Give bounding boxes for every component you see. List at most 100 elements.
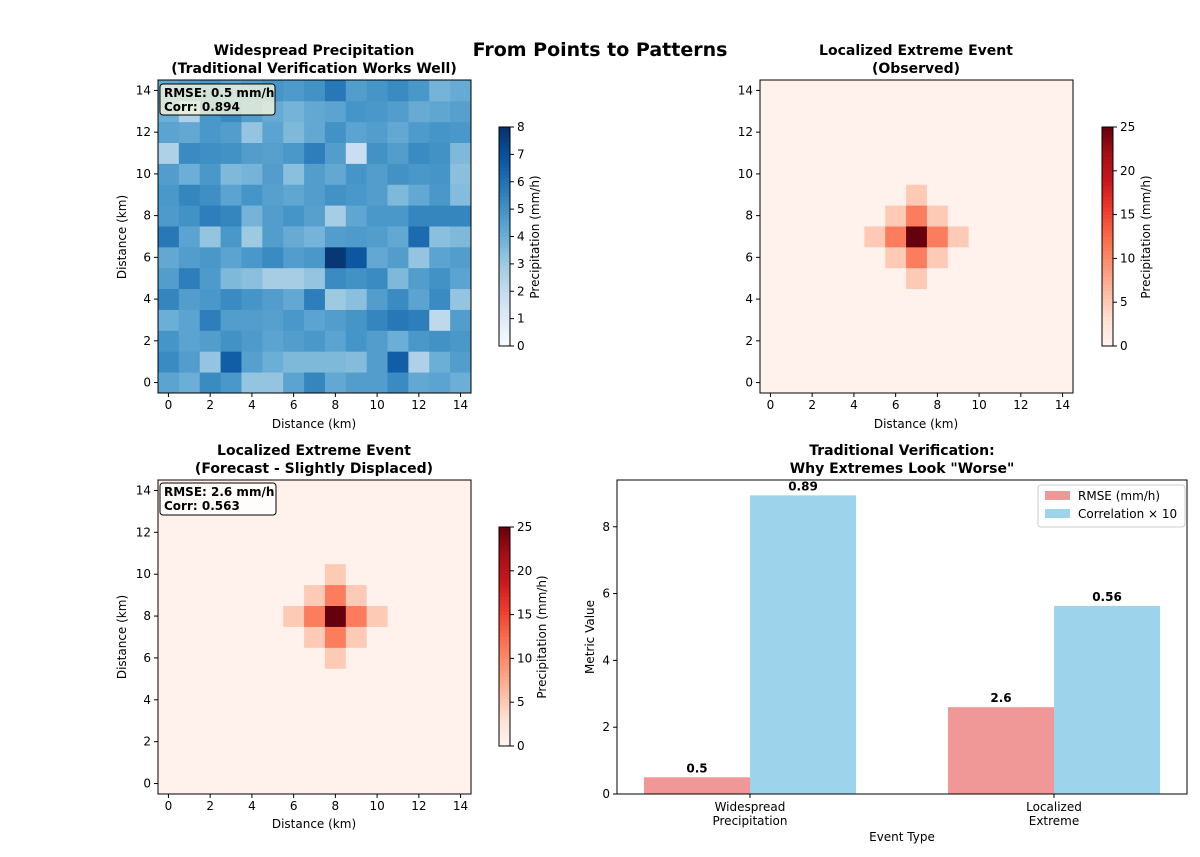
heatmap-cell xyxy=(241,205,263,227)
colorbar-segment xyxy=(499,221,510,226)
heatmap-cell xyxy=(885,226,907,248)
colorbar-segment xyxy=(499,287,510,292)
heatmap-cell xyxy=(304,184,326,206)
colorbar-segment xyxy=(499,196,510,201)
heatmap-cell xyxy=(199,521,221,544)
heatmap-cell xyxy=(366,480,388,502)
colorbar-segment xyxy=(1102,247,1113,252)
colorbar-segment xyxy=(1102,338,1113,343)
heatmap-cell xyxy=(1010,267,1032,290)
colorbar-segment xyxy=(499,625,510,630)
heatmap-cell xyxy=(345,267,368,290)
heatmap-cell xyxy=(387,500,409,523)
heatmap-cell xyxy=(906,184,928,206)
heatmap-cell xyxy=(262,309,284,331)
heatmap-cell xyxy=(345,330,368,352)
heatmap-cell xyxy=(968,372,990,394)
heatmap-cell xyxy=(262,351,284,373)
heatmap-cell xyxy=(801,288,823,310)
colorbar-label: Precipitation (mm/h) xyxy=(528,175,542,298)
heatmap-cell xyxy=(429,647,451,669)
heatmap-cell xyxy=(885,142,907,164)
heatmap-cell xyxy=(304,205,326,227)
heatmap-cell xyxy=(1052,121,1074,143)
heatmap-cell xyxy=(760,226,782,248)
heatmap-cell xyxy=(178,584,201,606)
colorbar-segment xyxy=(1102,221,1113,226)
heatmap-cell xyxy=(1031,288,1053,310)
heatmap-cell xyxy=(408,689,430,711)
heatmap-cell xyxy=(178,563,201,586)
heatmap-cell xyxy=(780,163,803,185)
heatmap-cell xyxy=(241,689,263,711)
heatmap-cell xyxy=(345,480,368,502)
heatmap-cell xyxy=(345,773,368,795)
colorbar-segment xyxy=(499,713,510,718)
colorbar-segment xyxy=(499,527,510,532)
heatmap-cell xyxy=(926,142,949,164)
heatmap-cell xyxy=(1052,288,1074,310)
heatmap-cell xyxy=(1031,121,1053,143)
colorbar-segment xyxy=(1102,134,1113,139)
heatmap-cell xyxy=(1010,288,1032,310)
heatmap-cell xyxy=(989,205,1011,227)
heatmap-cell xyxy=(822,163,844,185)
heatmap-cell xyxy=(366,563,388,586)
colorbar-segment xyxy=(499,676,510,681)
heatmap-cell xyxy=(241,246,263,269)
heatmap-cell xyxy=(760,80,782,102)
heatmap-cell xyxy=(926,309,949,331)
heatmap-cell xyxy=(324,731,347,753)
heatmap-cell xyxy=(158,605,180,627)
colorbar-segment xyxy=(1102,189,1113,194)
heatmap-cell xyxy=(408,163,430,185)
heatmap-cell xyxy=(366,80,388,102)
heatmap-cell xyxy=(324,80,347,102)
heatmap-cell xyxy=(885,100,907,123)
heatmap-cell xyxy=(1052,100,1074,123)
heatmap-cell xyxy=(1031,142,1053,164)
heatmap-cell xyxy=(429,309,451,331)
colorbar-segment xyxy=(1102,287,1113,292)
heatmap-cell xyxy=(885,246,907,269)
colorbar-segment xyxy=(499,148,510,153)
colorbar-segment xyxy=(499,291,510,296)
heatmap-cell xyxy=(366,605,388,627)
colorbar-segment xyxy=(1102,137,1113,142)
colorbar-segment xyxy=(499,632,510,637)
colorbar-segment xyxy=(1102,170,1113,175)
corr-annotation: Corr: 0.563 xyxy=(164,499,240,513)
heatmap-cell xyxy=(283,689,305,711)
heatmap-cell xyxy=(241,584,263,606)
heatmap-cell xyxy=(324,584,347,606)
colorbar-segment xyxy=(499,709,510,714)
heatmap-cell xyxy=(906,100,928,123)
colorbar-segment xyxy=(499,643,510,648)
colorbar-segment xyxy=(1102,174,1113,179)
heatmap-cell xyxy=(283,480,305,502)
heatmap-cell xyxy=(345,184,368,206)
heatmap-cell xyxy=(283,205,305,227)
axes-frame xyxy=(616,479,1188,795)
panel-title: Localized Extreme Event xyxy=(217,443,411,459)
colorbar-segment xyxy=(1102,305,1113,310)
heatmap-cell xyxy=(801,142,823,164)
heatmap-cell xyxy=(780,246,803,269)
panel-title: Widespread Precipitation xyxy=(214,43,415,59)
heatmap-cell xyxy=(906,309,928,331)
heatmap-cell xyxy=(283,226,305,248)
y-tick-label: 4 xyxy=(143,693,151,707)
heatmap-cell xyxy=(220,163,242,185)
heatmap-cell xyxy=(408,184,430,206)
heatmap-cell xyxy=(241,288,263,310)
heatmap-cell xyxy=(408,205,430,227)
heatmap-cell xyxy=(864,330,886,352)
legend-label-correlation: Correlation × 10 xyxy=(1078,507,1177,521)
heatmap-cell xyxy=(283,668,305,690)
heatmap-cell xyxy=(366,121,388,143)
colorbar-segment xyxy=(1102,210,1113,215)
colorbar-segment xyxy=(499,265,510,270)
colorbar-segment xyxy=(1102,192,1113,197)
heatmap-cell xyxy=(843,288,865,310)
heatmap-cell xyxy=(199,205,221,227)
